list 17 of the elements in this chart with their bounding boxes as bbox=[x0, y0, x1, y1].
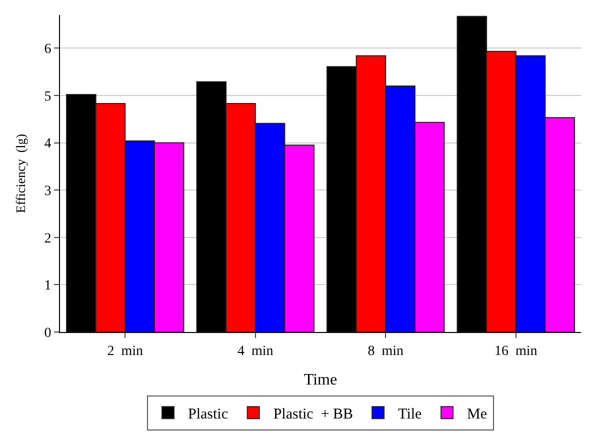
y-tick-label: 6 bbox=[44, 42, 52, 58]
legend-label: Tile bbox=[398, 406, 422, 422]
y-tick-label: 1 bbox=[44, 278, 52, 294]
y-axis-title: Efficiency (lg) bbox=[13, 134, 28, 214]
x-tick-label: 2 min bbox=[107, 344, 144, 359]
y-tick-label: 2 bbox=[44, 231, 52, 246]
y-tick-label: 4 bbox=[44, 136, 52, 152]
legend-label: Plastic + BB bbox=[273, 406, 354, 422]
y-tick-label: 0 bbox=[44, 326, 52, 341]
legend-label: Me bbox=[467, 406, 488, 422]
x-tick-label: 4 min bbox=[237, 344, 274, 359]
y-tick-label: 5 bbox=[44, 89, 52, 104]
x-axis-title: Time bbox=[304, 372, 338, 388]
legend-label: Plastic bbox=[188, 406, 228, 422]
x-tick-label: 16 min bbox=[494, 344, 538, 359]
x-tick-label: 8 min bbox=[368, 344, 404, 359]
y-tick-label: 3 bbox=[44, 184, 52, 199]
